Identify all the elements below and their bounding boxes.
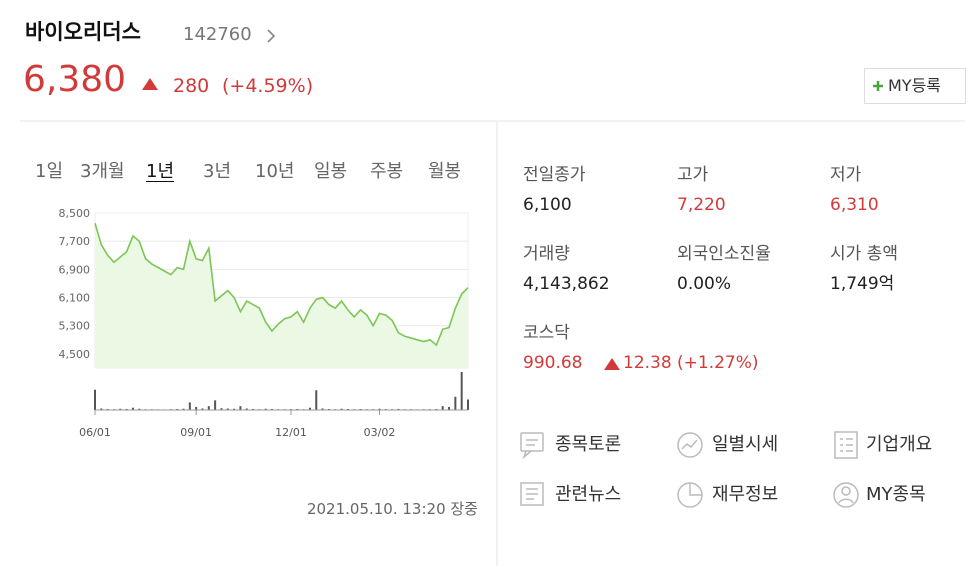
period-tab[interactable]: 주봉 xyxy=(370,161,404,182)
y-tick-label: 6,900 xyxy=(59,263,91,276)
volume-bar xyxy=(448,406,451,410)
volume-bar xyxy=(378,408,381,410)
change: 280 xyxy=(173,75,210,97)
volume-bar xyxy=(296,408,299,410)
volume-bar xyxy=(138,408,141,410)
period-tab[interactable]: 월봉 xyxy=(428,161,462,182)
period-tab[interactable]: 1년 xyxy=(146,161,175,182)
volume-bar xyxy=(460,372,463,410)
volume-bar xyxy=(106,408,109,410)
volume-bar xyxy=(94,389,96,410)
stat-value: 4,143,862 xyxy=(523,274,610,294)
plus-icon xyxy=(873,81,883,91)
x-tick-label: 03/02 xyxy=(364,426,396,439)
period-tab[interactable]: 3개월 xyxy=(80,161,125,182)
quick-link[interactable]: 재무정보 xyxy=(712,484,779,505)
stat-label: 외국인소진율 xyxy=(677,244,771,264)
quick-link[interactable]: 관련뉴스 xyxy=(555,484,622,505)
volume-bar xyxy=(435,408,438,410)
x-tick-label: 09/01 xyxy=(180,426,212,439)
x-tick-label: 06/01 xyxy=(79,426,111,439)
volume-bar xyxy=(195,406,198,410)
stat-value: 6,100 xyxy=(523,195,572,215)
volume-bar xyxy=(226,408,229,410)
link-icons xyxy=(520,431,859,508)
period-tab[interactable]: 3년 xyxy=(203,161,232,182)
timestamp: 2021.05.10. 13:20 장중 xyxy=(306,500,478,518)
volume-bar xyxy=(188,402,191,410)
volume-bar xyxy=(346,408,349,410)
volume-bar xyxy=(220,408,223,410)
volume-bar xyxy=(359,408,362,410)
stat-label: 저가 xyxy=(830,165,862,185)
volume-bar xyxy=(119,408,122,410)
index-change: 12.38 xyxy=(623,353,672,373)
period-tab[interactable]: 일봉 xyxy=(314,161,348,182)
volume-bar xyxy=(125,408,128,410)
stat-value: 6,310 xyxy=(830,195,879,215)
x-tick-label: 12/01 xyxy=(275,426,307,439)
volume-bar xyxy=(214,400,217,410)
quick-link[interactable]: 기업개요 xyxy=(866,434,933,455)
stat-label: 시가 총액 xyxy=(830,244,898,264)
volume-bar xyxy=(131,407,134,410)
period-tab[interactable]: 1일 xyxy=(35,161,64,182)
volume-bar xyxy=(340,408,343,410)
volume-bar xyxy=(308,407,311,410)
volume-bar xyxy=(100,408,103,410)
volume-bar xyxy=(327,408,330,410)
stat-value: 7,220 xyxy=(677,195,726,215)
stat-label: 고가 xyxy=(677,165,709,185)
stat-value: 1,749억 xyxy=(830,274,895,294)
volume-bar xyxy=(467,399,469,410)
quick-link[interactable]: MY종목 xyxy=(866,484,926,505)
stock-code[interactable]: 142760 xyxy=(183,24,252,45)
volume-bar xyxy=(201,408,204,410)
period-tab[interactable]: 10년 xyxy=(255,161,295,182)
index-label: 코스닥 xyxy=(523,323,570,343)
volume-bar xyxy=(271,408,274,410)
volume-bar xyxy=(397,408,400,410)
y-tick-label: 6,100 xyxy=(59,292,91,305)
y-tick-label: 5,300 xyxy=(59,320,91,333)
price-line xyxy=(94,222,469,347)
volume-bar xyxy=(321,408,324,410)
quick-link[interactable]: 종목토론 xyxy=(555,434,622,455)
stat-label: 거래량 xyxy=(523,244,570,264)
up-arrow xyxy=(142,78,158,90)
change-rate: (+4.59%) xyxy=(222,75,314,97)
volume-bar xyxy=(454,396,457,410)
stat-value: 0.00% xyxy=(677,274,732,294)
chevron xyxy=(267,29,276,43)
y-tick-label: 8,500 xyxy=(59,207,91,220)
volume-bar xyxy=(441,406,444,410)
volume-bar xyxy=(315,390,318,410)
price-area xyxy=(95,223,468,368)
my-button[interactable]: MY등록 xyxy=(888,76,942,95)
up-arrow xyxy=(604,358,620,370)
volume-bar xyxy=(239,406,242,410)
volume-bar xyxy=(182,408,185,410)
y-tick-label: 7,700 xyxy=(59,235,91,248)
volume-bar xyxy=(252,408,255,410)
volume-bar xyxy=(207,406,210,410)
index-value: 990.68 xyxy=(523,353,583,373)
price: 6,380 xyxy=(23,59,127,100)
y-tick-label: 4,500 xyxy=(59,348,91,361)
stat-label: 전일종가 xyxy=(523,165,586,185)
index-change-rate: (+1.27%) xyxy=(677,353,759,373)
volume-bar xyxy=(233,408,236,410)
volume-bar xyxy=(176,408,179,410)
volume-bar xyxy=(264,408,267,410)
quick-link[interactable]: 일별시세 xyxy=(712,434,779,455)
volume-bar xyxy=(245,408,248,410)
stock-name: 바이오리더스 xyxy=(25,20,141,44)
